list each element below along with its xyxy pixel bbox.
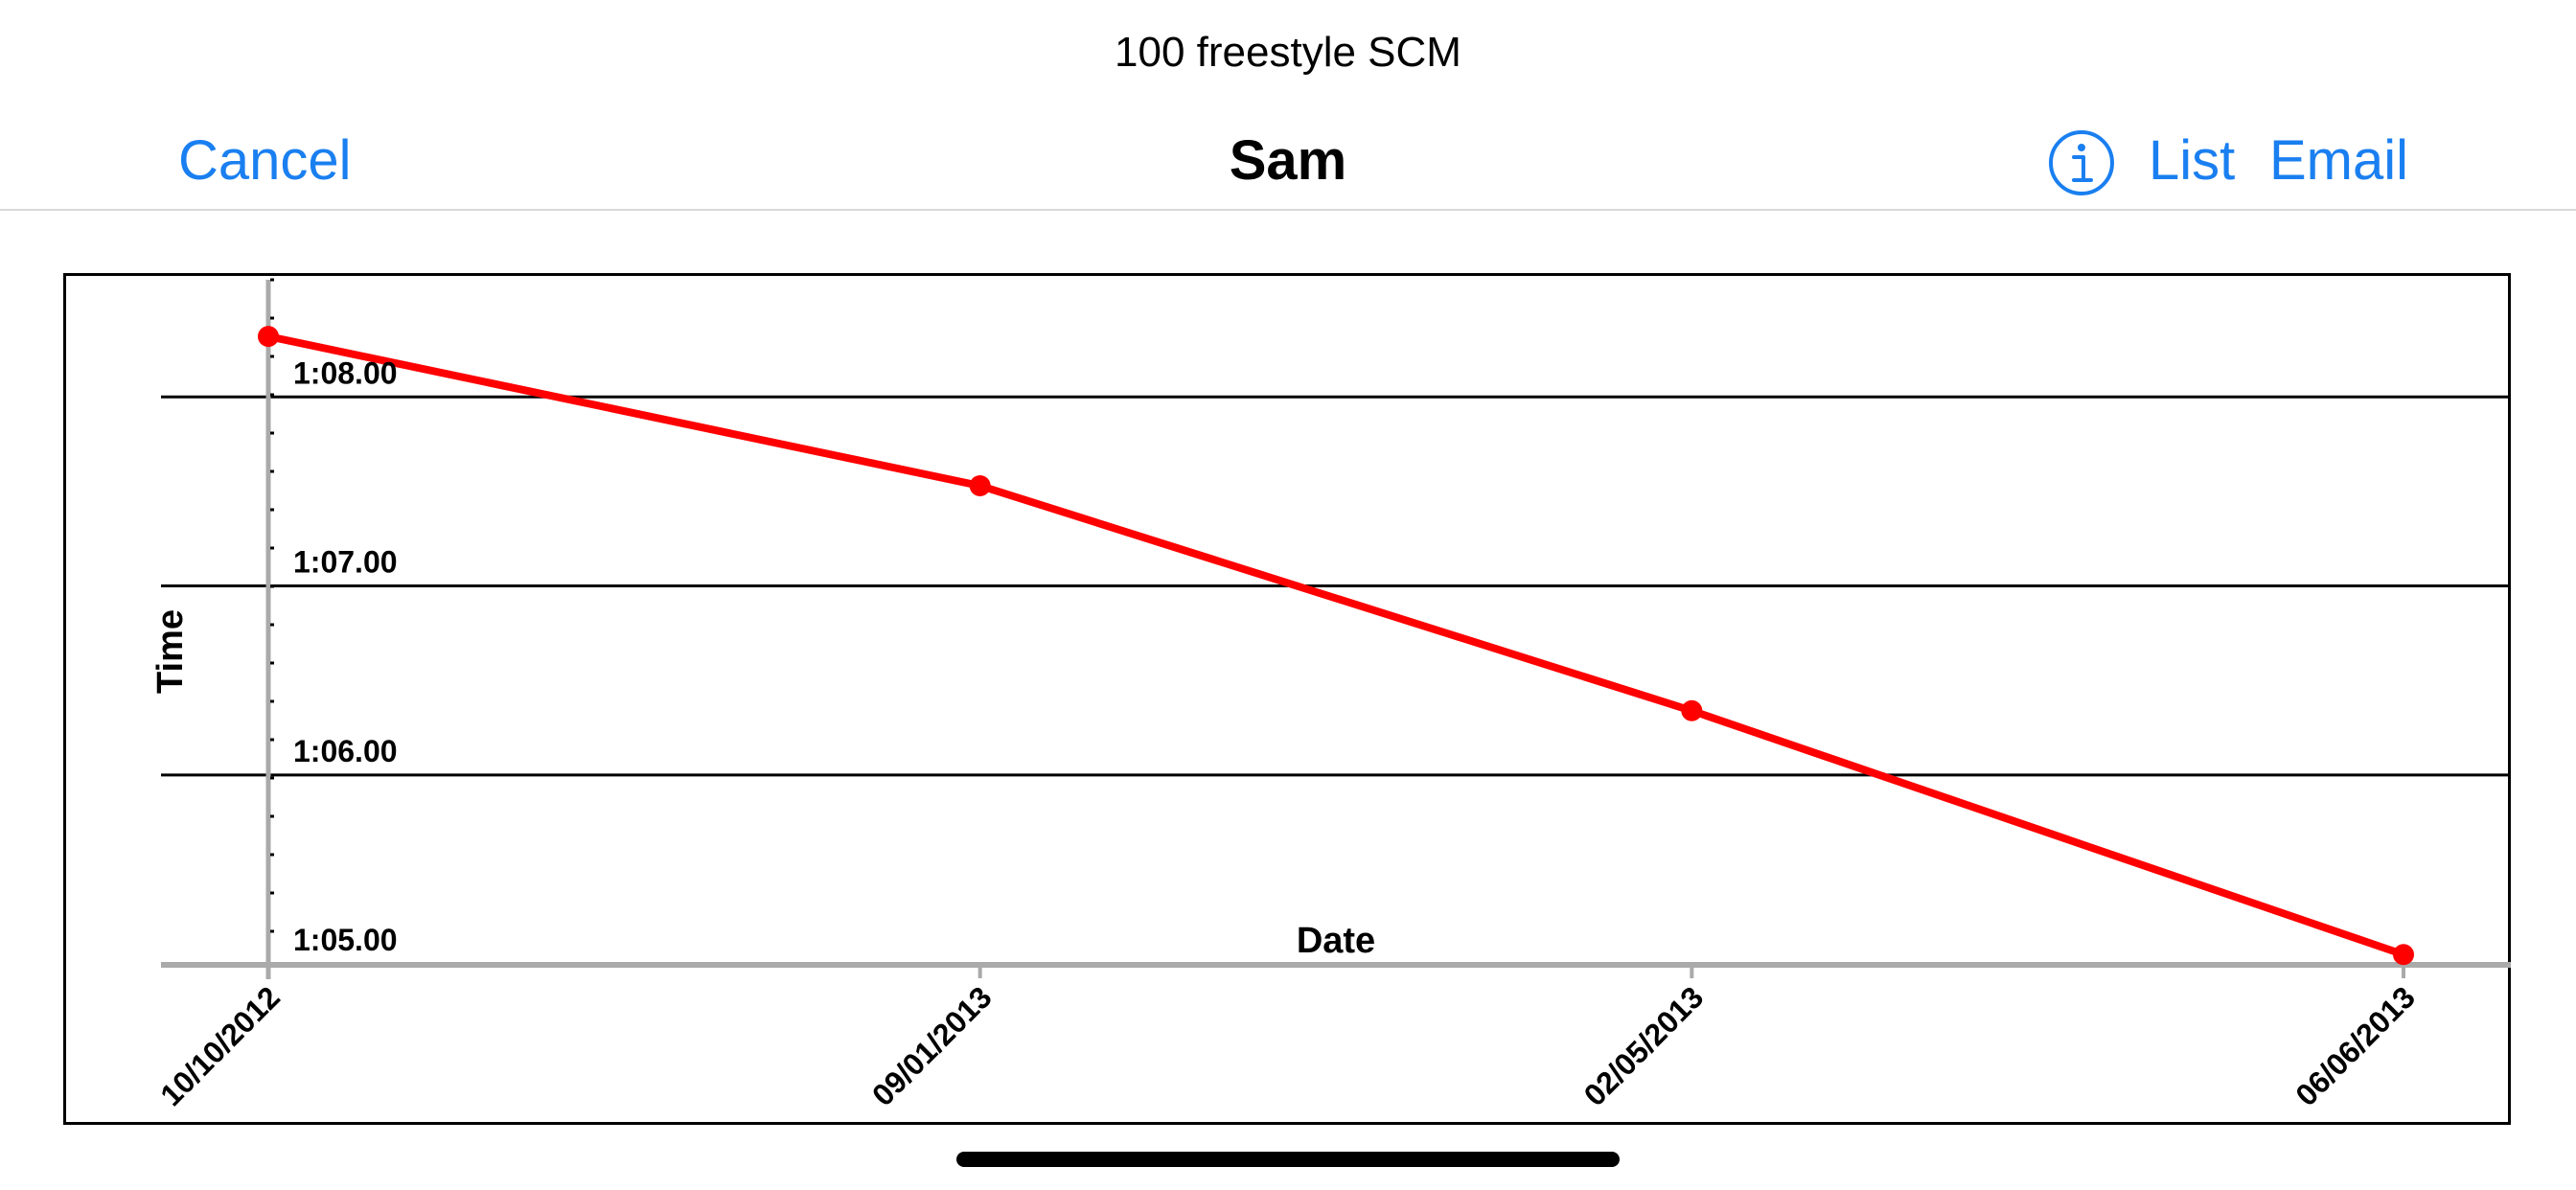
y-tick-label: 1:07.00 [293, 545, 398, 580]
y-tick-label: 1:06.00 [293, 734, 398, 768]
x-axis-title: Date [1297, 921, 1375, 961]
email-button[interactable]: Email [2269, 129, 2409, 192]
y-tick-label: 1:05.00 [293, 923, 398, 957]
y-tick-label: 1:08.00 [293, 355, 398, 390]
axes [161, 278, 2511, 979]
navigation-bar: Cancel Sam List Email [0, 113, 2576, 211]
data-point[interactable] [969, 474, 991, 496]
data-point[interactable] [2393, 944, 2414, 966]
info-icon[interactable] [2047, 128, 2116, 197]
grid-lines [161, 395, 2511, 966]
axis-labels: 1:05.00 1:06.00 1:07.00 1:08.00 10/10/2012 09… [150, 355, 2422, 1112]
x-tick-label: 09/01/2013 [865, 979, 999, 1112]
chart-frame [63, 273, 2511, 1125]
x-tick-label: 06/06/2013 [2288, 979, 2422, 1112]
y-axis-title: Time [150, 609, 191, 694]
data-point[interactable] [1681, 699, 1703, 721]
series-layer [258, 326, 2414, 966]
nav-prompt: 100 freestyle SCM [1115, 29, 1461, 76]
data-point[interactable] [258, 326, 279, 348]
list-button[interactable]: List [2149, 129, 2236, 192]
home-indicator [956, 1152, 1620, 1167]
series-line [267, 332, 2405, 959]
cancel-button[interactable]: Cancel [178, 129, 352, 192]
x-tick-label: 10/10/2012 [153, 979, 287, 1112]
x-tick-label: 02/05/2013 [1577, 979, 1711, 1112]
